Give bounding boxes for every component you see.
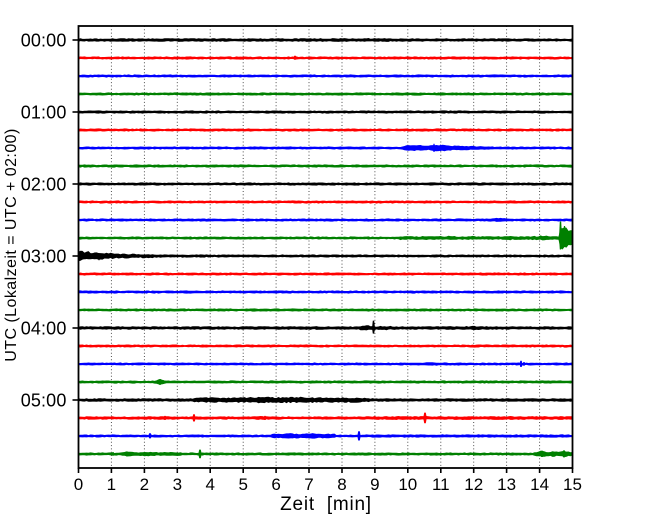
svg-text:3: 3 bbox=[173, 475, 182, 494]
svg-text:Zeit [min]: Zeit [min] bbox=[280, 494, 372, 515]
svg-text:6: 6 bbox=[271, 475, 280, 494]
svg-text:05:00: 05:00 bbox=[21, 391, 67, 411]
svg-text:01:00: 01:00 bbox=[21, 103, 67, 123]
svg-text:5: 5 bbox=[238, 475, 247, 494]
svg-text:14: 14 bbox=[530, 475, 549, 494]
svg-text:04:00: 04:00 bbox=[21, 319, 67, 339]
svg-text:4: 4 bbox=[205, 475, 214, 494]
svg-text:1: 1 bbox=[107, 475, 116, 494]
svg-text:02:00: 02:00 bbox=[21, 175, 67, 195]
svg-text:12: 12 bbox=[464, 475, 483, 494]
svg-text:7: 7 bbox=[304, 475, 313, 494]
svg-text:9: 9 bbox=[370, 475, 379, 494]
svg-text:0: 0 bbox=[74, 475, 83, 494]
svg-text:00:00: 00:00 bbox=[21, 31, 67, 51]
svg-text:13: 13 bbox=[497, 475, 516, 494]
svg-text:2: 2 bbox=[140, 475, 149, 494]
svg-text:15: 15 bbox=[563, 475, 582, 494]
svg-text:UTC (Lokalzeit = UTC + 02:00): UTC (Lokalzeit = UTC + 02:00) bbox=[3, 128, 20, 362]
svg-text:11: 11 bbox=[432, 475, 450, 494]
svg-text:8: 8 bbox=[337, 475, 346, 494]
svg-text:10: 10 bbox=[398, 475, 417, 494]
svg-text:03:00: 03:00 bbox=[21, 247, 67, 267]
